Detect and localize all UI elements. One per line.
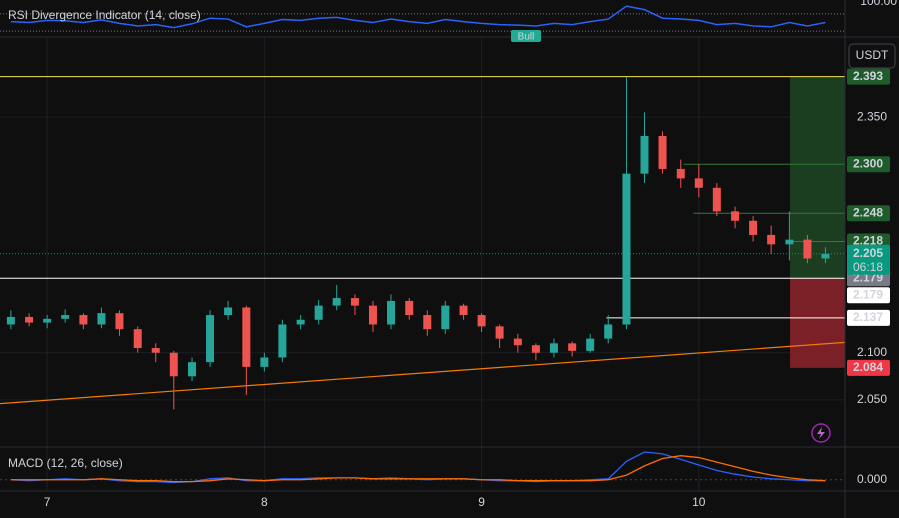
- candle-body: [549, 343, 558, 353]
- candle-body: [568, 343, 577, 351]
- candle-body: [694, 178, 703, 188]
- candle-body: [423, 315, 432, 330]
- y-tick-label: 2.050: [857, 392, 887, 406]
- candle-body: [206, 315, 215, 363]
- x-tick-label: 8: [261, 495, 268, 509]
- candle-body: [513, 338, 522, 346]
- candle-body: [224, 307, 233, 316]
- candle-body: [332, 298, 341, 306]
- rsi-tag: [511, 30, 541, 42]
- candle-body: [79, 315, 88, 325]
- candle-body: [622, 173, 631, 325]
- rsi-tag-text: Bull: [518, 32, 535, 43]
- x-tick-label: 9: [478, 495, 485, 509]
- currency-button-text[interactable]: USDT: [856, 48, 889, 62]
- candle-body: [97, 313, 106, 325]
- candle-body: [242, 307, 251, 367]
- candle-body: [658, 135, 667, 169]
- countdown-label: 06:18: [853, 260, 883, 274]
- price-label: 2.393: [853, 69, 883, 83]
- candle-body: [133, 329, 142, 349]
- candle-body: [260, 357, 269, 367]
- candle-body: [296, 319, 305, 325]
- macd-tick-label: 0.000: [857, 472, 887, 486]
- candle-body: [405, 300, 414, 316]
- candle-body: [441, 305, 450, 330]
- price-label: 2.248: [853, 205, 883, 219]
- candle-body: [169, 352, 178, 377]
- alert-icon[interactable]: [811, 423, 831, 443]
- y-tick-label: 2.100: [857, 345, 887, 359]
- candle-body: [803, 239, 812, 259]
- currency-button[interactable]: [848, 43, 896, 69]
- candle-body: [188, 362, 197, 377]
- y-tick-label: 2.350: [857, 109, 887, 123]
- rsi-title: RSI Divergence Indicator (14, close): [8, 8, 201, 22]
- candle-body: [6, 316, 15, 325]
- candle-body: [604, 324, 613, 339]
- candle-body: [151, 348, 160, 353]
- candle-body: [495, 326, 504, 339]
- x-tick-label: 10: [692, 495, 706, 509]
- price-label: 2.218: [853, 234, 883, 248]
- candle-body: [350, 298, 359, 306]
- rsi-line: [10, 5, 826, 29]
- price-label: 2.300: [853, 156, 883, 170]
- price-label-box: [847, 359, 890, 376]
- candle-body: [767, 234, 776, 245]
- price-label-box: [847, 68, 890, 85]
- macd-title: MACD (12, 26, close): [8, 456, 123, 470]
- candle-body: [43, 318, 52, 323]
- alert-icon-bolt[interactable]: [817, 427, 825, 439]
- price-label: 2.179: [853, 287, 883, 301]
- candle-body: [749, 220, 758, 235]
- last-price-box: [847, 244, 890, 275]
- candle-body: [25, 316, 34, 323]
- candle-body: [368, 305, 377, 325]
- candle-body: [731, 211, 740, 221]
- candle-body: [459, 305, 468, 316]
- price-label-box: [847, 205, 890, 222]
- candle-body: [115, 313, 124, 330]
- candle-body: [314, 305, 323, 320]
- candle-body: [785, 239, 794, 245]
- loss-zone: [790, 278, 845, 368]
- rsi-axis-label: 100.00: [860, 0, 897, 8]
- macd-line: [10, 455, 826, 483]
- last-price-label: 2.205: [853, 246, 883, 260]
- price-label-box: [847, 309, 890, 326]
- candle-body: [821, 253, 830, 259]
- profit-zone: [790, 76, 845, 279]
- price-label: 2.137: [853, 310, 883, 324]
- candle-body: [586, 338, 595, 351]
- plot-area: [0, 5, 846, 491]
- candle-body: [640, 135, 649, 174]
- price-label-box: [847, 287, 890, 304]
- candle-body: [61, 315, 70, 319]
- price-label: 2.084: [853, 360, 883, 374]
- candle-body: [712, 187, 721, 212]
- candle-body: [477, 315, 486, 327]
- candle-body: [676, 168, 685, 179]
- candle-body: [278, 324, 287, 358]
- candle-body: [387, 300, 396, 325]
- trendline: [0, 341, 846, 405]
- candle-body: [531, 345, 540, 353]
- price-label-box: [847, 156, 890, 173]
- x-tick-label: 7: [44, 495, 51, 509]
